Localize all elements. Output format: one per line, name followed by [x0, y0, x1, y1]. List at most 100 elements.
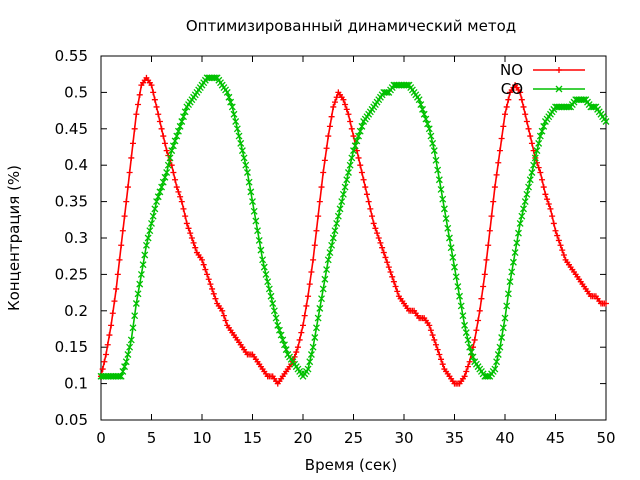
- data-point: [343, 106, 350, 113]
- data-point: [309, 343, 317, 351]
- data-point: [247, 188, 255, 196]
- data-point: [370, 220, 377, 227]
- data-point: [478, 295, 485, 302]
- data-point: [260, 263, 268, 271]
- data-point: [475, 317, 482, 324]
- data-point: [481, 271, 488, 278]
- data-point: [554, 232, 561, 239]
- data-point: [171, 137, 179, 145]
- data-point: [324, 256, 332, 264]
- y-tick-label: 0.55: [55, 47, 88, 65]
- data-point: [557, 242, 564, 249]
- data-point: [355, 154, 362, 161]
- data-point: [321, 157, 328, 164]
- data-point: [132, 300, 140, 307]
- y-tick-label: 0.15: [55, 338, 88, 356]
- data-point: [185, 225, 192, 232]
- data-point: [328, 113, 335, 120]
- data-point: [499, 324, 507, 332]
- data-point: [464, 363, 471, 370]
- data-point: [126, 343, 134, 351]
- data-point: [379, 244, 386, 251]
- data-point: [426, 322, 433, 329]
- data-point: [161, 140, 168, 147]
- data-point: [365, 198, 372, 205]
- data-point: [464, 336, 472, 344]
- data-point: [188, 235, 195, 241]
- data-point: [358, 169, 365, 176]
- data-point: [128, 154, 135, 161]
- data-point: [390, 278, 397, 285]
- data-point: [129, 140, 136, 147]
- data-point: [291, 353, 298, 360]
- x-tick-label: 20: [293, 429, 312, 447]
- data-point: [452, 273, 460, 281]
- data-point: [369, 213, 376, 220]
- data-point: [440, 205, 448, 213]
- data-point: [518, 96, 525, 103]
- y-tick-label: 0.05: [55, 411, 88, 429]
- data-point: [345, 111, 352, 118]
- data-point: [442, 215, 450, 223]
- data-point: [503, 302, 511, 310]
- data-point: [511, 249, 519, 257]
- data-point: [522, 111, 529, 118]
- data-point: [113, 285, 120, 292]
- data-point: [509, 258, 517, 266]
- data-point: [430, 147, 438, 155]
- data-point: [173, 132, 181, 140]
- data-point: [199, 256, 205, 263]
- data-point: [461, 373, 468, 380]
- x-tick-label: 30: [394, 429, 413, 447]
- data-point: [275, 326, 283, 334]
- data-point: [362, 184, 369, 191]
- data-point: [343, 176, 351, 184]
- data-point: [444, 224, 452, 232]
- data-point: [272, 314, 280, 322]
- data-point: [353, 137, 361, 145]
- data-point: [385, 264, 392, 271]
- data-point: [109, 310, 116, 317]
- data-point: [389, 273, 396, 280]
- data-point: [348, 125, 355, 132]
- x-axis-ticks: 0 5 10 15 20 25 30 35 40 45 50: [96, 56, 616, 447]
- data-point: [313, 227, 320, 234]
- x-tick-label: 25: [344, 429, 363, 447]
- data-point: [340, 96, 347, 103]
- data-point: [154, 193, 162, 201]
- data-point: [506, 278, 514, 286]
- data-point: [316, 304, 324, 312]
- data-point: [498, 334, 506, 341]
- data-point: [129, 324, 137, 332]
- data-point: [180, 205, 187, 212]
- data-point: [377, 239, 384, 246]
- data-point: [496, 147, 503, 154]
- data-point: [372, 225, 379, 232]
- data-point: [447, 244, 455, 252]
- data-point: [539, 176, 546, 183]
- data-point: [490, 198, 497, 205]
- data-point: [528, 169, 536, 176]
- data-point: [172, 176, 179, 183]
- data-point: [308, 268, 315, 275]
- data-point: [127, 336, 135, 344]
- data-point: [122, 358, 130, 366]
- data-point: [330, 103, 337, 110]
- data-point: [240, 154, 248, 162]
- series-line-no: [100, 76, 606, 386]
- data-point: [103, 351, 110, 358]
- data-point: [341, 183, 349, 191]
- data-point: [265, 285, 273, 293]
- data-point: [552, 227, 559, 234]
- data-point: [494, 351, 502, 358]
- data-point: [603, 300, 609, 307]
- data-point: [311, 334, 319, 341]
- data-point: [182, 213, 189, 220]
- data-point: [547, 205, 554, 212]
- data-point: [463, 368, 470, 375]
- data-point: [133, 111, 140, 118]
- data-point: [382, 254, 389, 261]
- data-point: [560, 251, 567, 258]
- x-tick-label: 10: [192, 429, 211, 447]
